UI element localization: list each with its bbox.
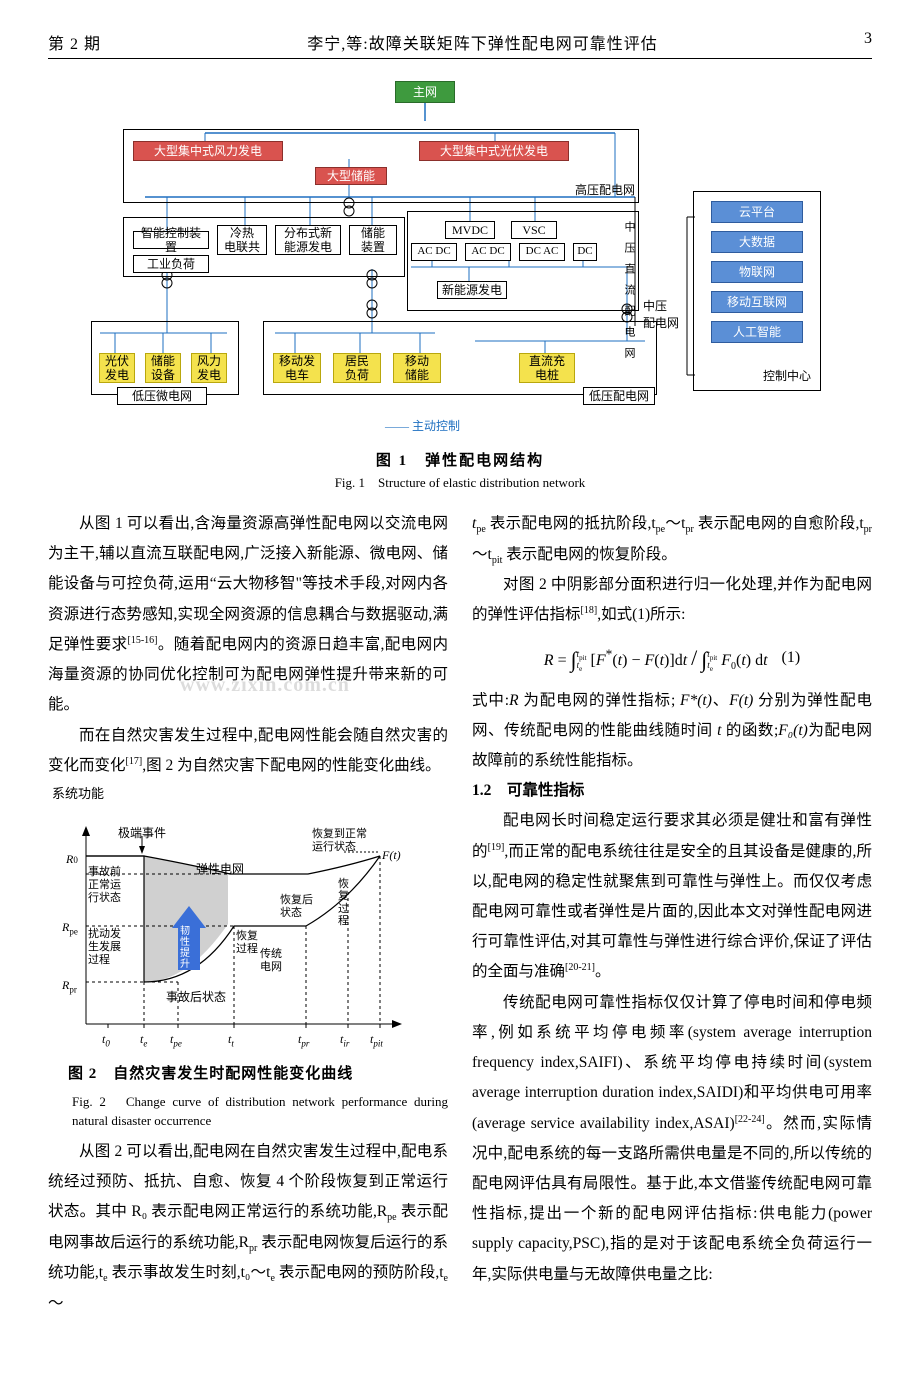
- fig2-ft: F(t): [382, 844, 401, 867]
- node-res-load: 居民 负荷: [333, 353, 381, 383]
- fig2-Rpe: Rpe: [62, 916, 78, 941]
- p-left-2: 而在自然灾害发生过程中,配电网性能会随自然灾害的变化而变化[17],图 2 为自…: [48, 721, 448, 781]
- fig2-caption-en: Fig. 2 Change curve of distribution netw…: [72, 1092, 448, 1131]
- fig2-Rpr: Rpr: [62, 974, 77, 999]
- node-lv-micro: 低压微电网: [117, 387, 207, 405]
- left-column: 从图 1 可以看出,含海量资源高弹性配电网以交流电网为主干,辅以直流互联配电网,…: [48, 509, 448, 1319]
- fig2-arrow-label: 韧 性 提 升: [180, 926, 190, 970]
- fig2-postrec: 恢复后 状态: [280, 894, 313, 919]
- node-lv-net: 低压配电网: [583, 387, 655, 405]
- node-ctrldev: 智能控制装置: [133, 231, 209, 249]
- p-left-1: 从图 1 可以看出,含海量资源高弹性配电网以交流电网为主干,辅以直流互联配电网,…: [48, 509, 448, 721]
- fig2-R0: R0: [66, 848, 78, 871]
- running-title: 李宁,等:故障关联矩阵下弹性配电网可靠性评估: [307, 30, 657, 54]
- node-cloud: 云平台: [711, 201, 803, 223]
- fig2-elastic: 弹性电网: [196, 858, 244, 881]
- fig2-caption-cn: 图 2 自然灾害发生时配网性能变化曲线: [68, 1060, 448, 1089]
- node-chp: 冷热 电联共: [217, 225, 267, 255]
- node-wind: 风力 发电: [191, 353, 227, 383]
- p-right-1: tpe 表示配电网的抵抗阶段,tpe～tpr 表示配电网的自愈阶段,tpr～tp…: [472, 509, 872, 570]
- p-left-3: 从图 2 可以看出,配电网在自然灾害发生过程中,配电系统经过预防、抵抗、自愈、恢…: [48, 1137, 448, 1319]
- page-number: 3: [864, 30, 872, 54]
- node-ev: 移动发 电车: [273, 353, 321, 383]
- fig1-caption-cn: 图 1 弹性配电网结构: [48, 449, 872, 470]
- equation-1: R = ∫tpitte [F*(t) − F(t)]dt / ∫tpitte F…: [472, 637, 872, 680]
- section-1-2: 1.2 可靠性指标: [472, 776, 872, 806]
- fig2-recproc: 恢 复 过 程: [338, 878, 349, 926]
- node-ai: 人工智能: [711, 321, 803, 343]
- body-columns: 从图 1 可以看出,含海量资源高弹性配电网以交流电网为主干,辅以直流互联配电网,…: [48, 509, 872, 1319]
- p-right-4: 配电网长时间稳定运行要求其必须是健壮和富有弹性的[19],而正常的配电系统往往是…: [472, 806, 872, 987]
- node-iot: 物联网: [711, 261, 803, 283]
- issue-no: 第 2 期: [48, 30, 101, 54]
- eqno-1: (1): [782, 642, 801, 673]
- figure-2-chart: R0 Rpe Rpr 极端事件 事故前 正常运 行状态 弹性电网 扰动发 生发展…: [48, 814, 408, 1054]
- fig1-legend: —— 主动控制: [385, 417, 460, 434]
- fig2-ylabel: 系统功能: [52, 781, 448, 806]
- fig2-afterfault: 事故后状态: [166, 986, 226, 1009]
- fig2-backnorm: 恢复到正常 运行状态: [312, 828, 367, 853]
- p-right-2: 对图 2 中阴影部分面积进行归一化处理,并作为配电网的弹性评估指标[18],如式…: [472, 570, 872, 630]
- node-ess2: 储能 设备: [145, 353, 181, 383]
- fig2-recover: 恢复 过程: [236, 930, 258, 955]
- node-pv: 光伏 发电: [99, 353, 135, 383]
- fig1-caption-en: Fig. 1 Structure of elastic distribution…: [48, 472, 872, 491]
- node-mob-ess: 移动 储能: [393, 353, 441, 383]
- node-dc-charge: 直流充 电桩: [519, 353, 575, 383]
- fig2-trad: 传统 电网: [260, 948, 282, 973]
- node-ess: 储能 装置: [349, 225, 397, 255]
- p-right-5: 传统配电网可靠性指标仅仅计算了停电时间和停电频率,例如系统平均停电频率(syst…: [472, 988, 872, 1290]
- figure-1-diagram: 主网 大型集中式风力发电 大型集中式光伏发电 大型储能 高压配电网 智能控制装置…: [75, 81, 845, 441]
- node-ind-load: 工业负荷: [133, 255, 209, 273]
- fig2-develop: 扰动发 生发展 过程: [88, 928, 121, 966]
- right-column: tpe 表示配电网的抵抗阶段,tpe～tpr 表示配电网的自愈阶段,tpr～tp…: [472, 509, 872, 1319]
- node-bigdata: 大数据: [711, 231, 803, 253]
- node-miot: 移动互联网: [711, 291, 803, 313]
- fig2-extreme: 极端事件: [118, 822, 166, 845]
- label-cc: 控制中心: [763, 367, 811, 384]
- p-right-3: 式中:R 为配电网的弹性指标; F*(t)、F(t) 分别为弹性配电网、传统配电…: [472, 686, 872, 777]
- page-header: 第 2 期 李宁,等:故障关联矩阵下弹性配电网可靠性评估 3: [48, 30, 872, 59]
- node-dg: 分布式新 能源发电: [275, 225, 341, 255]
- fig2-prefault: 事故前 正常运 行状态: [88, 866, 121, 904]
- node-main-grid: 主网: [395, 81, 455, 103]
